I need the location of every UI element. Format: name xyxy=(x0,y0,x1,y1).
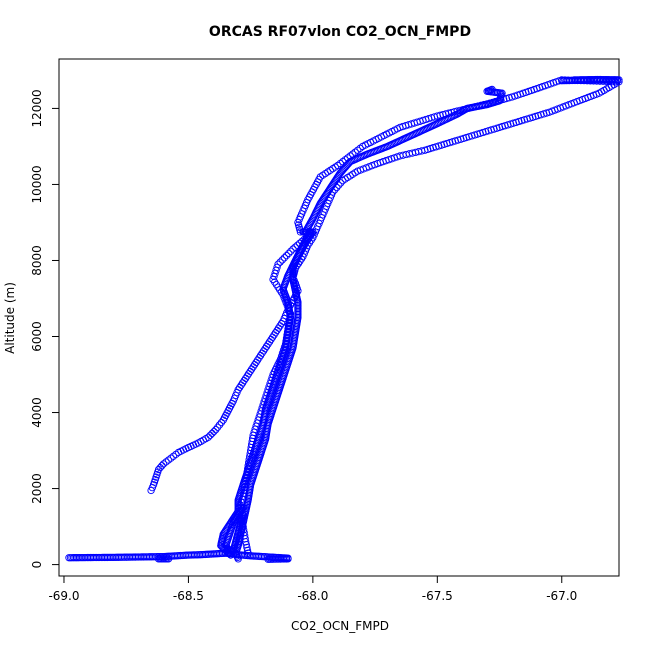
y-tick-label: 0 xyxy=(30,561,44,569)
data-point xyxy=(215,421,224,429)
data-point xyxy=(242,540,250,549)
data-point xyxy=(358,142,367,151)
data-point xyxy=(243,543,251,552)
data-point xyxy=(278,256,286,264)
data-point xyxy=(289,245,297,253)
data-point xyxy=(206,431,214,439)
data-point xyxy=(284,555,292,563)
data-point xyxy=(270,272,278,281)
data-point xyxy=(488,85,496,94)
data-point xyxy=(336,159,344,168)
data-point xyxy=(508,93,516,101)
y-tick-label: 12000 xyxy=(30,89,44,127)
data-point xyxy=(212,425,220,434)
data-point xyxy=(505,94,513,102)
y-tick-label: 8000 xyxy=(30,245,44,276)
x-tick-label: -67.0 xyxy=(546,589,577,603)
data-point xyxy=(214,423,222,431)
data-point xyxy=(167,454,175,462)
data-point xyxy=(354,146,362,154)
data-point xyxy=(345,159,353,167)
data-point xyxy=(159,460,168,468)
data-point xyxy=(210,427,218,436)
data-point xyxy=(356,144,364,152)
data-point xyxy=(287,247,295,255)
x-tick-label: -68.0 xyxy=(297,589,328,603)
data-point xyxy=(285,249,293,258)
data-point xyxy=(276,258,284,266)
y-tick-label: 4000 xyxy=(30,397,44,428)
plot-area-frame xyxy=(58,58,620,577)
data-point xyxy=(208,429,216,438)
data-point xyxy=(204,433,212,441)
data-point xyxy=(169,452,178,460)
data-point xyxy=(351,148,359,156)
x-tick-label: -68.5 xyxy=(173,589,204,603)
x-axis-label: CO2_OCN_FMPD xyxy=(291,619,389,633)
y-axis-label: Altitude (m) xyxy=(3,282,17,354)
data-point xyxy=(158,462,166,470)
data-point xyxy=(164,456,173,464)
data-point xyxy=(558,77,566,85)
y-tick-label: 10000 xyxy=(30,165,44,203)
x-tick-label: -69.0 xyxy=(48,589,79,603)
data-point xyxy=(282,251,291,260)
y-axis: 0 2000 4000 6000 8000 10000 12000 xyxy=(30,89,59,568)
data-point xyxy=(162,458,170,466)
chart-title: ORCAS RF07vlon CO2_OCN_FMPD xyxy=(209,24,471,40)
data-point xyxy=(239,511,247,519)
y-tick-label: 2000 xyxy=(30,473,44,504)
x-axis: -69.0 -68.5 -68.0 -67.5 -67.0 xyxy=(48,576,577,603)
data-point xyxy=(280,254,289,262)
x-tick-label: -67.5 xyxy=(422,589,453,603)
data-point xyxy=(164,555,173,563)
y-tick-label: 6000 xyxy=(30,321,44,352)
data-points-layer xyxy=(65,75,623,563)
